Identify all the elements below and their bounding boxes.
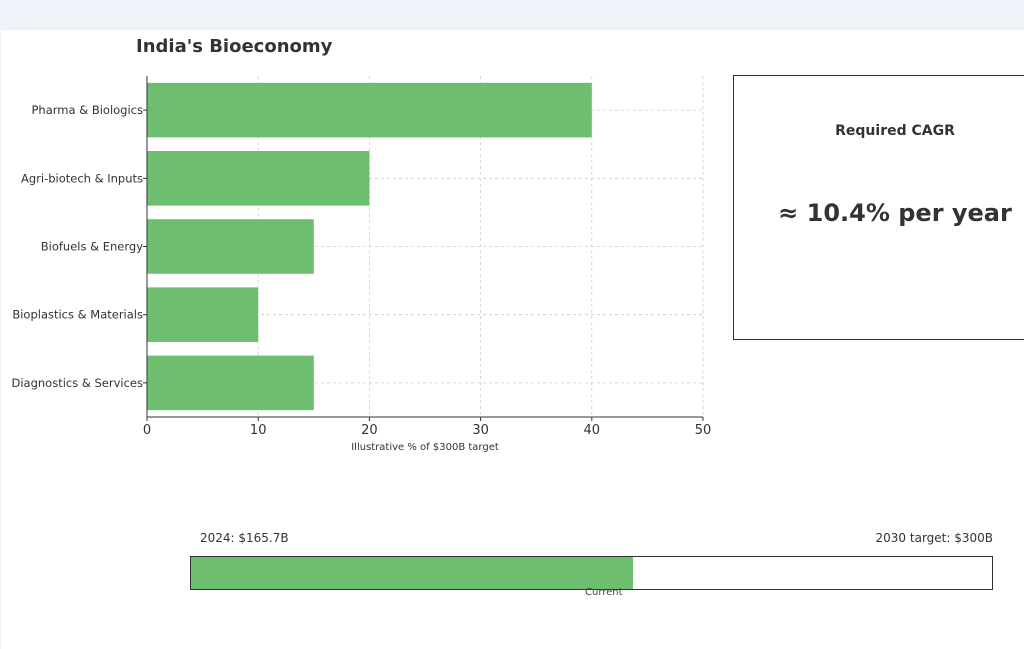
chart-title: India's Bioeconomy — [136, 36, 333, 57]
category-label: Pharma & Biologics — [32, 103, 144, 117]
cagr-box: Required CAGR ≈ 10.4% per year — [733, 75, 1024, 340]
x-tick-label: 10 — [250, 423, 267, 438]
bar — [147, 82, 592, 138]
top-strip — [0, 0, 1024, 30]
category-label: Diagnostics & Services — [11, 376, 143, 390]
bar — [147, 355, 314, 411]
progress-start-label: 2024: $165.7B — [200, 531, 289, 545]
x-tick-label: 20 — [361, 423, 378, 438]
progress-target-label: 2030 target: $300B — [875, 531, 993, 545]
x-tick-label: 30 — [472, 423, 489, 438]
x-axis-label: Illustrative % of $300B target — [351, 442, 499, 453]
progress-current-label: Current — [585, 587, 623, 598]
category-label: Agri-biotech & Inputs — [21, 171, 143, 185]
cagr-label: Required CAGR — [835, 123, 955, 139]
bar — [147, 219, 314, 274]
category-label: Bioplastics & Materials — [12, 308, 143, 322]
progress-track — [190, 556, 993, 590]
cagr-value: ≈ 10.4% per year — [778, 199, 1012, 227]
x-tick-label: 50 — [695, 423, 712, 438]
bar — [147, 287, 259, 342]
x-tick-label: 40 — [584, 423, 601, 438]
progress-fill — [191, 557, 634, 589]
category-label: Biofuels & Energy — [41, 240, 143, 254]
x-tick-label: 0 — [143, 423, 151, 438]
bar — [147, 151, 370, 206]
